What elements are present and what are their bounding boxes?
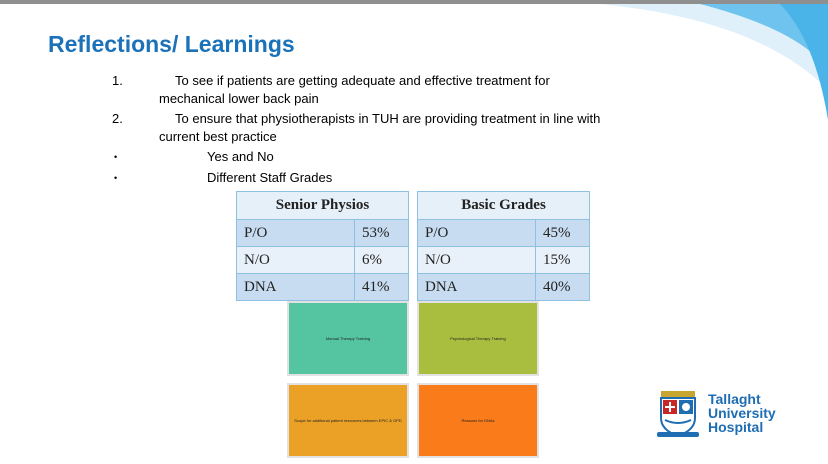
manual-therapy-tile: Manual Therapy Training <box>287 301 409 376</box>
table-cell-label: N/O <box>236 246 355 274</box>
hospital-crest-icon <box>657 391 699 438</box>
item-text-line2: current best practice <box>159 129 277 144</box>
hospital-name-line3: Hospital <box>708 419 764 435</box>
table-header: Basic Grades <box>417 191 590 220</box>
item-text-line2: mechanical lower back pain <box>159 91 319 106</box>
header-swoosh-decoration <box>600 4 828 120</box>
table-cell-label: DNA <box>417 273 536 301</box>
item-text-line1: To see if patients are getting adequate … <box>175 73 550 88</box>
table-cell-value: 6% <box>354 246 409 274</box>
top-border <box>0 0 828 4</box>
item-number: 2. <box>112 111 123 126</box>
bullet-marker: • <box>114 173 118 183</box>
bullet-marker: • <box>114 152 118 162</box>
table-cell-label: DNA <box>236 273 355 301</box>
bullet-text: Different Staff Grades <box>207 170 333 185</box>
table-cell-value: 45% <box>535 219 590 247</box>
table-cell-label: N/O <box>417 246 536 274</box>
table-cell-label: P/O <box>236 219 355 247</box>
table-cell-value: 15% <box>535 246 590 274</box>
slide-title: Reflections/ Learnings <box>48 31 295 57</box>
senior-physios-table: Senior Physios P/O 53% N/O 6% DNA 41% <box>236 191 409 301</box>
psychological-therapy-tile: Psychological Therapy Training <box>417 301 539 376</box>
bullet-text: Yes and No <box>207 149 274 164</box>
dna-reasons-tile: Reasons for DNAs <box>417 383 539 458</box>
table-header: Senior Physios <box>236 191 409 220</box>
table-cell-value: 40% <box>535 273 590 301</box>
hospital-name-line2: University <box>708 405 776 421</box>
patient-resources-tile: Scope for additional patient resources b… <box>287 383 409 458</box>
basic-grades-table: Basic Grades P/O 45% N/O 15% DNA 40% <box>417 191 590 301</box>
table-cell-value: 41% <box>354 273 409 301</box>
item-text-line1: To ensure that physiotherapists in TUH a… <box>175 111 601 126</box>
hospital-name-line1: Tallaght <box>708 391 761 407</box>
table-cell-label: P/O <box>417 219 536 247</box>
item-number: 1. <box>112 73 123 88</box>
hospital-name: Tallaght University Hospital <box>708 392 776 434</box>
table-cell-value: 53% <box>354 219 409 247</box>
